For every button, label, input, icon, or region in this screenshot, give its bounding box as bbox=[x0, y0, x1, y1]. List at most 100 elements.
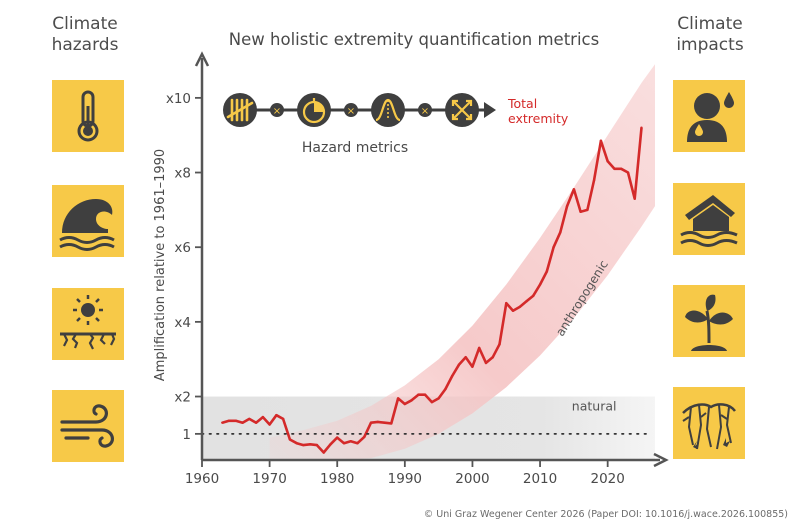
drought-tile bbox=[52, 288, 124, 360]
x-tick-label: 2020 bbox=[590, 471, 624, 487]
data-point bbox=[552, 246, 555, 249]
data-point bbox=[592, 178, 596, 182]
data-point bbox=[363, 435, 366, 439]
data-point bbox=[295, 442, 298, 445]
data-point bbox=[302, 443, 305, 447]
drought-icon bbox=[60, 295, 116, 350]
flooded-house-icon bbox=[680, 195, 738, 247]
data-point bbox=[518, 305, 521, 309]
data-point bbox=[288, 438, 292, 441]
data-point bbox=[464, 356, 467, 359]
x-tick-label: 1980 bbox=[320, 471, 354, 487]
wave-icon bbox=[59, 199, 115, 251]
data-point bbox=[234, 419, 238, 422]
data-point bbox=[606, 160, 609, 163]
right-panel-title-line1: Climate bbox=[677, 14, 743, 34]
x-axis-arrow bbox=[653, 452, 669, 468]
y-tick-label: x6 bbox=[174, 240, 191, 256]
data-point bbox=[383, 421, 386, 424]
x-tick-label: 2010 bbox=[523, 471, 557, 487]
chart-title: New holistic extremity quantification me… bbox=[229, 30, 599, 49]
data-point bbox=[511, 309, 515, 312]
multiply-operator-1: × bbox=[270, 103, 284, 117]
operator-symbol-3: × bbox=[421, 106, 429, 117]
left-panel-title: Climate hazards bbox=[25, 14, 145, 56]
operator-symbol-2: × bbox=[347, 106, 355, 117]
data-point bbox=[308, 443, 312, 446]
data-point bbox=[423, 393, 427, 396]
data-point bbox=[369, 421, 373, 424]
right-panel-title: Climate impacts bbox=[650, 14, 770, 56]
data-point bbox=[417, 393, 420, 396]
data-point bbox=[221, 421, 224, 424]
data-point bbox=[281, 417, 285, 421]
data-point bbox=[342, 442, 346, 445]
data-point bbox=[248, 417, 251, 421]
data-point bbox=[315, 443, 319, 447]
data-point bbox=[532, 294, 535, 297]
y-tick-label: 1 bbox=[182, 427, 191, 443]
data-point bbox=[227, 419, 231, 422]
x-tick-label: 1970 bbox=[252, 471, 286, 487]
total-extremity-line1: Total bbox=[507, 96, 537, 111]
frequency-tally-icon bbox=[223, 93, 257, 127]
data-point bbox=[626, 171, 630, 174]
data-point bbox=[356, 442, 359, 445]
data-point bbox=[336, 436, 339, 439]
data-point bbox=[505, 302, 508, 305]
data-point bbox=[403, 402, 407, 406]
flooded-house-tile bbox=[673, 183, 745, 255]
wind-tile bbox=[52, 390, 124, 462]
data-point bbox=[457, 363, 461, 366]
y-tick-label: x4 bbox=[174, 315, 191, 331]
duration-timer-icon bbox=[297, 93, 331, 127]
y-axis-label: Amplification relative to 1961–1990 bbox=[153, 149, 168, 381]
data-point bbox=[275, 414, 278, 417]
data-point bbox=[525, 300, 528, 303]
data-point bbox=[261, 415, 265, 419]
wilting-plant-icon bbox=[685, 294, 733, 351]
multiply-operator-3: × bbox=[418, 103, 432, 117]
wildfire-forest-icon bbox=[682, 403, 736, 450]
natural-band-label: natural bbox=[572, 399, 617, 414]
data-point bbox=[254, 421, 258, 424]
data-point bbox=[572, 188, 576, 191]
data-point bbox=[613, 167, 616, 170]
wildfire-tile bbox=[673, 387, 745, 459]
data-point bbox=[498, 343, 501, 346]
data-point bbox=[579, 210, 582, 213]
data-point bbox=[268, 423, 271, 426]
data-point bbox=[633, 197, 636, 200]
data-point bbox=[538, 283, 542, 286]
data-point bbox=[586, 208, 589, 212]
operator-symbol-1: × bbox=[273, 106, 281, 117]
total-extremity-line2: extremity bbox=[508, 111, 569, 126]
x-tick-label: 1960 bbox=[185, 471, 219, 487]
y-tick-label: x8 bbox=[174, 166, 191, 182]
right-panel-title-line2: impacts bbox=[676, 35, 744, 55]
multiply-operator-2: × bbox=[344, 103, 358, 117]
data-point bbox=[565, 204, 569, 208]
thermometer-tile bbox=[52, 80, 124, 152]
wave-tile bbox=[52, 185, 124, 257]
data-point bbox=[410, 399, 413, 402]
left-panel-title-line1: Climate bbox=[52, 14, 118, 34]
credit-line: © Uni Graz Wegener Center 2026 (Paper DO… bbox=[423, 509, 788, 520]
y-axis-arrow bbox=[194, 51, 210, 67]
wilting-plant-tile bbox=[673, 285, 745, 357]
data-point bbox=[322, 451, 325, 454]
intensity-curve-icon bbox=[371, 93, 405, 127]
hazard-metrics-caption: Hazard metrics bbox=[302, 140, 408, 156]
data-point bbox=[396, 397, 400, 400]
data-point bbox=[444, 387, 447, 391]
heat-stress-tile bbox=[673, 80, 745, 152]
data-point bbox=[450, 374, 454, 378]
data-point bbox=[390, 422, 393, 425]
data-point bbox=[478, 346, 481, 350]
hazard-metrics-panel: × × × Total ex bbox=[223, 93, 569, 156]
data-point bbox=[430, 400, 434, 404]
data-point bbox=[640, 126, 643, 129]
data-point bbox=[437, 397, 440, 400]
data-point bbox=[349, 440, 352, 443]
